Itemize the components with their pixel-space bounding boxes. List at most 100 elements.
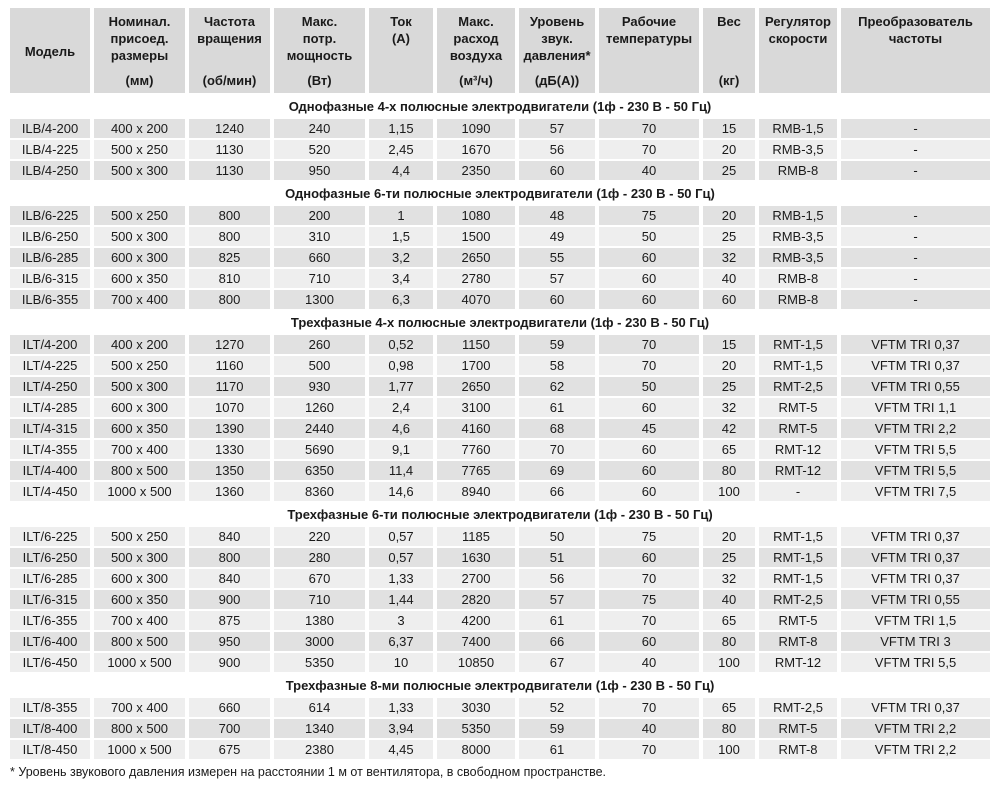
model-cell: ILB/6-315 [10, 269, 90, 288]
data-cell: VFTM TRI 5,5 [841, 440, 990, 459]
data-cell: 6,3 [369, 290, 433, 309]
data-cell: 70 [599, 698, 699, 717]
table-row: ILT/4-450 1000 x 500 1360 8360 14,6 8940 66 60 1… [10, 482, 990, 501]
data-cell: 500 x 300 [94, 227, 185, 246]
data-cell: 2700 [437, 569, 515, 588]
model-cell: ILB/6-355 [10, 290, 90, 309]
data-cell: 1,33 [369, 569, 433, 588]
data-cell: 42 [703, 419, 755, 438]
section-title: Трехфазные 8-ми полюсные электродвигател… [285, 678, 715, 693]
data-cell: 70 [599, 335, 699, 354]
table-row: ILT/6-450 1000 x 500 900 5350 10 10850 67 40 100… [10, 653, 990, 672]
header-row: Модель Номинал. присоед. размеры (мм) Частота… [10, 8, 990, 93]
data-cell: 660 [189, 698, 270, 717]
data-cell: 700 x 400 [94, 290, 185, 309]
data-cell: VFTM TRI 0,37 [841, 569, 990, 588]
data-cell: 60 [599, 461, 699, 480]
data-cell: 600 x 350 [94, 419, 185, 438]
data-cell: 0,52 [369, 335, 433, 354]
data-cell: 800 x 500 [94, 461, 185, 480]
data-cell: 500 x 250 [94, 140, 185, 159]
data-cell: 950 [274, 161, 365, 180]
data-cell: 8940 [437, 482, 515, 501]
data-cell: - [841, 161, 990, 180]
data-cell: RMT-12 [759, 461, 837, 480]
data-cell: RMB-1,5 [759, 206, 837, 225]
table-row: ILT/8-400 800 x 500 700 1340 3,94 5350 59 40 80 R… [10, 719, 990, 738]
data-cell: 80 [703, 719, 755, 738]
model-cell: ILT/4-250 [10, 377, 90, 396]
data-cell: 57 [519, 269, 595, 288]
data-cell: 40 [703, 590, 755, 609]
data-cell: 67 [519, 653, 595, 672]
data-cell: RMT-12 [759, 440, 837, 459]
data-cell: 4,4 [369, 161, 433, 180]
data-cell: RMT-1,5 [759, 569, 837, 588]
data-cell: RMT-5 [759, 419, 837, 438]
data-cell: 2650 [437, 248, 515, 267]
data-cell: 840 [189, 527, 270, 546]
data-cell: 2,4 [369, 398, 433, 417]
data-cell: 1380 [274, 611, 365, 630]
data-cell: 65 [703, 611, 755, 630]
data-cell: RMB-1,5 [759, 119, 837, 138]
table-row: ILB/4-250 500 x 300 1130 950 4,4 2350 60 40 25 RM… [10, 161, 990, 180]
data-cell: 1,77 [369, 377, 433, 396]
model-cell: ILB/6-250 [10, 227, 90, 246]
data-cell: VFTM TRI 2,2 [841, 719, 990, 738]
section-row: Трехфазные 6-ти полюсные электродвигател… [10, 503, 990, 525]
data-cell: 100 [703, 482, 755, 501]
model-cell: ILB/4-225 [10, 140, 90, 159]
table-row: ILB/6-250 500 x 300 800 310 1,5 1500 49 50 25 RMB… [10, 227, 990, 246]
column-header-10: Преобразователь частоты [841, 8, 990, 93]
data-cell: VFTM TRI 0,37 [841, 356, 990, 375]
table-body: Однофазные 4-х полюсные электродвигатели… [10, 95, 990, 759]
data-cell: 1,44 [369, 590, 433, 609]
model-cell: ILT/4-450 [10, 482, 90, 501]
data-cell: RMT-1,5 [759, 527, 837, 546]
data-cell: 1,33 [369, 698, 433, 717]
data-cell: 2350 [437, 161, 515, 180]
data-cell: 1130 [189, 140, 270, 159]
model-cell: ILB/4-250 [10, 161, 90, 180]
data-cell: 60 [599, 440, 699, 459]
data-cell: 70 [599, 119, 699, 138]
table-row: ILT/4-315 600 x 350 1390 2440 4,6 4160 68 45 42 R… [10, 419, 990, 438]
data-cell: 1150 [437, 335, 515, 354]
data-cell: 400 x 200 [94, 119, 185, 138]
data-cell: 5350 [437, 719, 515, 738]
data-cell: 200 [274, 206, 365, 225]
data-cell: 25 [703, 161, 755, 180]
spec-sheet: Модель Номинал. присоед. размеры (мм) Частота… [10, 8, 990, 779]
data-cell: 1000 x 500 [94, 740, 185, 759]
data-cell: 800 [189, 290, 270, 309]
data-cell: 56 [519, 569, 595, 588]
data-cell: 68 [519, 419, 595, 438]
data-cell: 2440 [274, 419, 365, 438]
data-cell: 59 [519, 335, 595, 354]
column-header-8: Вес (кг) [703, 8, 755, 93]
data-cell: 600 x 350 [94, 590, 185, 609]
data-cell: 70 [599, 140, 699, 159]
data-cell: 48 [519, 206, 595, 225]
data-cell: VFTM TRI 0,55 [841, 377, 990, 396]
data-cell: 240 [274, 119, 365, 138]
data-cell: 20 [703, 356, 755, 375]
data-cell: 220 [274, 527, 365, 546]
model-cell: ILT/6-355 [10, 611, 90, 630]
sound-level-footnote: * Уровень звукового давления измерен на … [10, 765, 607, 779]
column-header-1: Номинал. присоед. размеры (мм) [94, 8, 185, 93]
data-cell: 60 [519, 290, 595, 309]
data-cell: 7765 [437, 461, 515, 480]
data-cell: 614 [274, 698, 365, 717]
data-cell: RMT-8 [759, 740, 837, 759]
data-cell: 4,6 [369, 419, 433, 438]
model-cell: ILT/4-285 [10, 398, 90, 417]
data-cell: RMT-5 [759, 719, 837, 738]
data-cell: 59 [519, 719, 595, 738]
table-row: ILT/6-285 600 x 300 840 670 1,33 2700 56 70 32 RM… [10, 569, 990, 588]
data-cell: VFTM TRI 1,1 [841, 398, 990, 417]
data-cell: 61 [519, 740, 595, 759]
data-cell: 1,15 [369, 119, 433, 138]
data-cell: RMT-1,5 [759, 548, 837, 567]
